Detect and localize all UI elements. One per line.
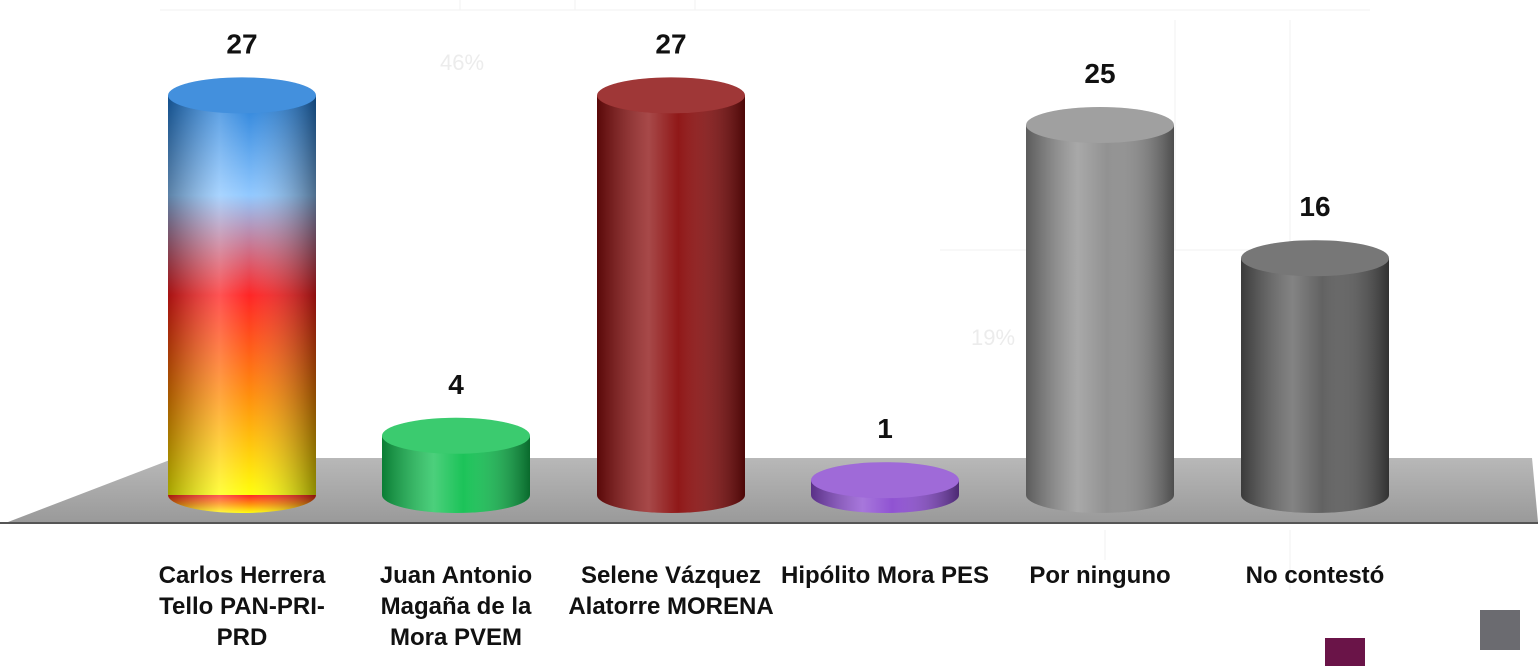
cylinder-top-highlight xyxy=(382,417,530,454)
cylinder-top-highlight xyxy=(168,77,316,114)
data-label: 25 xyxy=(1084,58,1115,89)
cylinder-bar xyxy=(382,417,530,513)
cylinder-top xyxy=(811,462,959,499)
cylinder-top-highlight xyxy=(1241,240,1389,277)
data-label: 27 xyxy=(655,28,686,59)
cylinder-top-highlight xyxy=(597,77,745,114)
cylinder-bar xyxy=(811,462,959,513)
legend-swatch xyxy=(1480,610,1520,650)
cylinder-body-shade xyxy=(1026,125,1174,495)
data-label: 4 xyxy=(448,369,464,400)
x-tick-label: Selene Vázquez Alatorre MORENA xyxy=(568,562,774,620)
data-label: 16 xyxy=(1299,191,1330,222)
cylinder-top xyxy=(168,77,316,114)
background-label: 46% xyxy=(440,50,484,75)
cylinder-top xyxy=(382,417,530,454)
cylinder-top-highlight xyxy=(811,462,959,499)
cylinder-body-shade xyxy=(168,95,316,496)
legend-swatch xyxy=(1325,638,1365,666)
cylinder-top xyxy=(1026,107,1174,143)
x-tick-label: Hipólito Mora PES xyxy=(780,562,989,589)
x-tick-label: Juan Antonio Magaña de la Mora PVEM xyxy=(379,562,533,651)
x-tick-label: Carlos Herrera Tello PAN-PRI-PRD xyxy=(158,562,326,651)
cylinder-top xyxy=(1241,240,1389,277)
cylinder-body-shade xyxy=(1241,258,1389,495)
cylinder-body-shade xyxy=(597,95,745,496)
cylinder-bar xyxy=(1026,107,1174,513)
data-label: 1 xyxy=(877,413,893,444)
x-tick-label: Por ninguno xyxy=(1029,562,1171,589)
cylinder-bar xyxy=(1241,240,1389,513)
cylinder-bar xyxy=(597,77,745,513)
cylinder-top-highlight xyxy=(1026,107,1174,143)
x-tick-label: No contestó xyxy=(1245,562,1385,589)
data-label: 27 xyxy=(226,28,257,59)
cylinder-bar xyxy=(168,77,316,513)
cylinder-top xyxy=(597,77,745,114)
background-label: 19% xyxy=(971,325,1015,350)
